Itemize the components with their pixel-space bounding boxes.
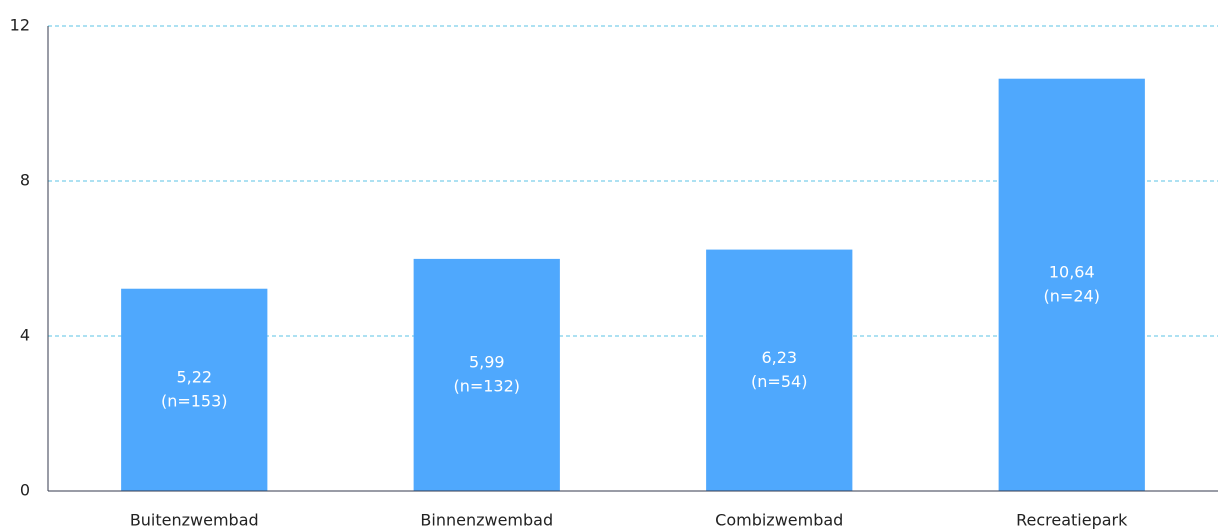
y-tick-label: 8: [20, 171, 30, 190]
x-tick-label: Binnenzwembad: [420, 511, 553, 530]
data-label: 10,64: [1049, 262, 1095, 281]
data-label: 6,23: [761, 348, 797, 367]
x-tick-label: Combizwembad: [715, 511, 843, 530]
data-label: 5,99: [469, 352, 505, 371]
y-tick-label: 12: [10, 16, 30, 35]
y-tick-label: 0: [20, 481, 30, 500]
sample-label: (n=132): [453, 376, 520, 395]
bar: [998, 78, 1145, 491]
x-tick-label: Recreatiepark: [1016, 511, 1128, 530]
sample-label: (n=153): [161, 391, 228, 410]
bar: [706, 249, 853, 491]
sample-label: (n=54): [751, 372, 807, 391]
bar: [121, 288, 268, 491]
sample-label: (n=24): [1044, 286, 1100, 305]
data-label: 5,22: [176, 367, 212, 386]
bar: [413, 258, 560, 491]
y-tick-label: 4: [20, 326, 30, 345]
x-tick-label: Buitenzwembad: [130, 511, 259, 530]
